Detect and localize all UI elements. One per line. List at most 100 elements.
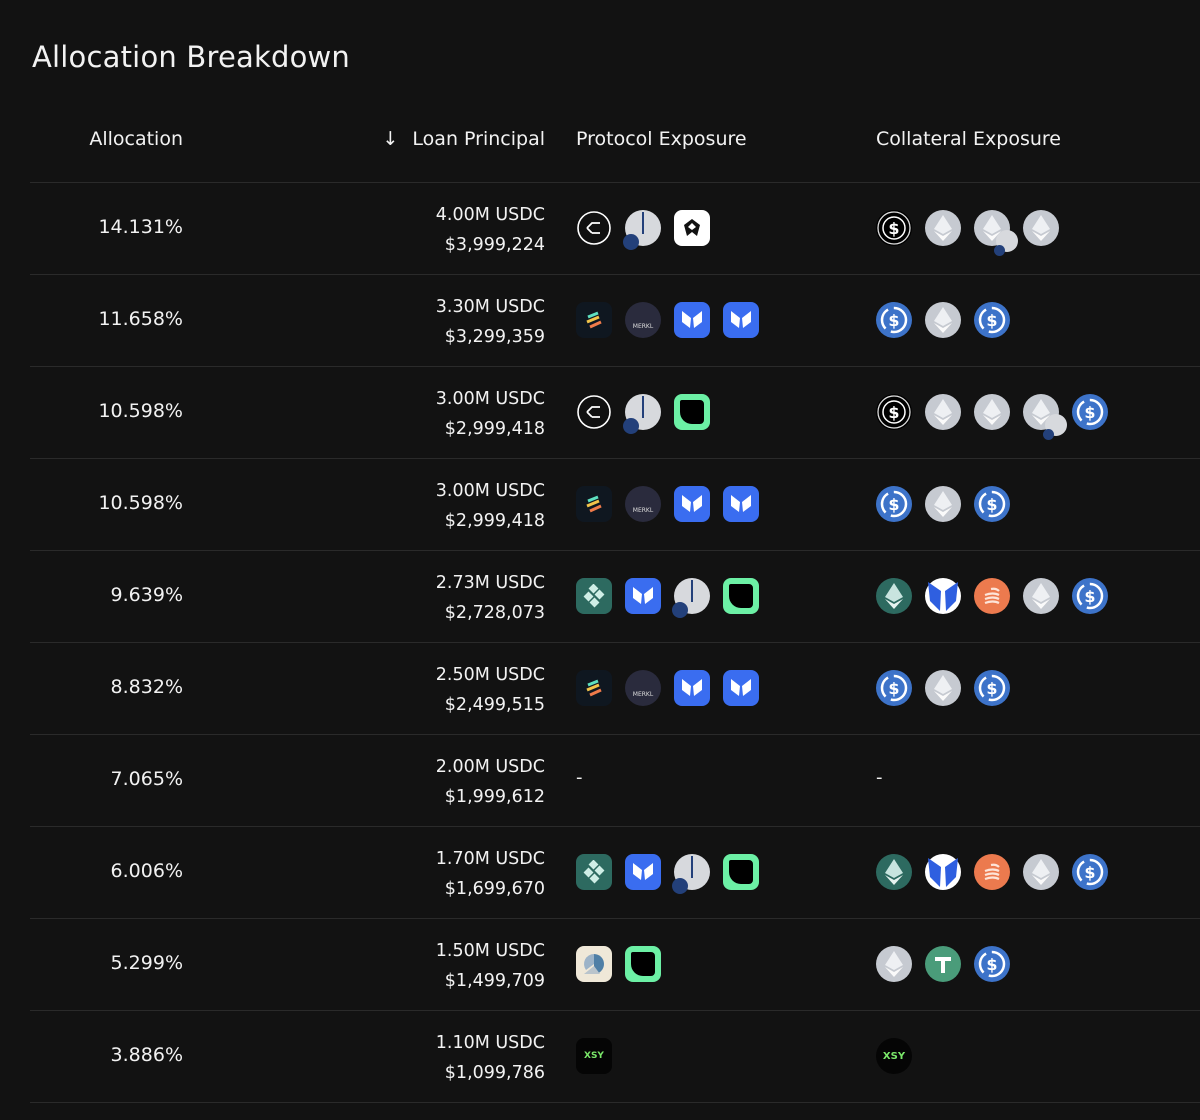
euler-icon[interactable] <box>576 210 612 246</box>
usdc-icon[interactable]: $ <box>876 302 912 338</box>
teal-square-icon[interactable] <box>576 578 612 614</box>
teal-square-icon[interactable] <box>576 854 612 890</box>
usdc-icon[interactable]: $ <box>876 670 912 706</box>
stripes-icon[interactable] <box>576 670 612 706</box>
eth-teal-icon[interactable] <box>876 578 912 614</box>
loan-amount: 4.00M USDC <box>435 205 545 225</box>
table-row[interactable]: 10.598% 3.00M USDC $2,999,418 $ $ <box>30 367 1200 459</box>
morpho-icon[interactable] <box>625 854 661 890</box>
usdt-icon[interactable] <box>925 946 961 982</box>
gem-icon[interactable] <box>674 210 710 246</box>
usds-icon[interactable]: $ <box>876 210 912 246</box>
eth-icon[interactable] <box>1023 578 1059 614</box>
xsy-square-icon[interactable]: XSY <box>576 1038 612 1074</box>
usdc-icon[interactable]: $ <box>1072 854 1108 890</box>
morpho-icon[interactable] <box>674 486 710 522</box>
morpho-icon[interactable] <box>625 578 661 614</box>
loan-principal: 1.10M USDC $1,099,786 <box>436 1028 545 1088</box>
loan-usd-value: $1,099,786 <box>444 1063 545 1083</box>
column-header-collateral-exposure[interactable]: Collateral Exposure <box>876 128 1061 150</box>
eth-teal-icon[interactable] <box>876 854 912 890</box>
morpho-icon[interactable] <box>723 670 759 706</box>
loan-amount: 3.00M USDC <box>435 389 545 409</box>
usdc-icon[interactable]: $ <box>1072 394 1108 430</box>
usdc-icon[interactable]: $ <box>974 302 1010 338</box>
eth-icon[interactable] <box>925 210 961 246</box>
table-row[interactable]: 14.131% 4.00M USDC $3,999,224 $ <box>30 183 1200 275</box>
eth-icon[interactable] <box>1023 210 1059 246</box>
merkl-icon[interactable]: MERKL <box>625 486 661 522</box>
table-row[interactable]: 8.832% 2.50M USDC $2,499,515 MERKL $ $ <box>30 643 1200 735</box>
loan-principal: 2.00M USDC $1,999,612 <box>436 752 545 812</box>
table-row[interactable]: 7.065% 2.00M USDC $1,999,612 - - <box>30 735 1200 827</box>
morpho-circle-icon[interactable] <box>925 854 961 890</box>
green-square-icon[interactable] <box>723 578 759 614</box>
xsy-circle-icon[interactable]: XSY <box>876 1038 912 1074</box>
svg-text:$: $ <box>1084 863 1095 882</box>
eth-pie-icon[interactable] <box>974 210 1018 256</box>
eth-icon[interactable] <box>925 302 961 338</box>
protocol-exposure: MERKL <box>576 486 759 522</box>
morpho-icon[interactable] <box>723 486 759 522</box>
green-square-icon[interactable] <box>625 946 661 982</box>
loan-principal: 2.73M USDC $2,728,073 <box>436 568 545 628</box>
svg-text:$: $ <box>986 495 997 514</box>
morpho-icon[interactable] <box>723 302 759 338</box>
protocol-exposure: MERKL <box>576 670 759 706</box>
morpho-circle-icon[interactable] <box>925 578 961 614</box>
usdc-icon[interactable]: $ <box>1072 578 1108 614</box>
merkl-icon[interactable]: MERKL <box>625 302 661 338</box>
protocol-exposure <box>576 210 710 250</box>
eth-icon[interactable] <box>876 946 912 982</box>
table-row[interactable]: 5.299% 1.50M USDC $1,499,709 $ <box>30 919 1200 1011</box>
eth-icon[interactable] <box>925 486 961 522</box>
protocol-exposure <box>576 946 661 982</box>
eth-icon[interactable] <box>925 670 961 706</box>
usdc-icon[interactable]: $ <box>974 670 1010 706</box>
euler-icon[interactable] <box>576 394 612 430</box>
stripes-icon[interactable] <box>576 302 612 338</box>
stripes-icon[interactable] <box>576 486 612 522</box>
collateral-exposure: $ $ <box>876 486 1010 522</box>
morpho-icon[interactable] <box>674 670 710 706</box>
column-header-allocation[interactable]: Allocation <box>89 128 183 150</box>
usds-icon[interactable]: $ <box>876 394 912 430</box>
column-header-loan-principal[interactable]: ↓ Loan Principal <box>382 128 546 150</box>
pie-icon[interactable] <box>672 578 710 618</box>
table-row[interactable]: 10.598% 3.00M USDC $2,999,418 MERKL $ $ <box>30 459 1200 551</box>
allocation-value: 3.886% <box>110 1044 183 1066</box>
pie-icon[interactable] <box>623 394 661 434</box>
chart-square-icon[interactable] <box>576 946 612 982</box>
svg-text:$: $ <box>888 219 899 238</box>
eth-icon[interactable] <box>925 394 961 430</box>
eth-icon[interactable] <box>1023 854 1059 890</box>
pie-icon[interactable] <box>672 854 710 894</box>
loan-usd-value: $2,728,073 <box>444 603 545 623</box>
table-row[interactable]: 9.639% 2.73M USDC $2,728,073 $ <box>30 551 1200 643</box>
svg-text:$: $ <box>888 495 899 514</box>
column-header-protocol-exposure[interactable]: Protocol Exposure <box>576 128 747 150</box>
orange-coin-icon[interactable] <box>974 854 1010 890</box>
pie-icon[interactable] <box>623 210 661 250</box>
loan-principal: 1.50M USDC $1,499,709 <box>436 936 545 996</box>
collateral-exposure: $ <box>876 946 1010 982</box>
merkl-icon[interactable]: MERKL <box>625 670 661 706</box>
eth-icon[interactable] <box>974 394 1010 430</box>
loan-usd-value: $2,999,418 <box>444 419 545 439</box>
table-row[interactable]: 11.658% 3.30M USDC $3,299,359 MERKL $ $ <box>30 275 1200 367</box>
page-title: Allocation Breakdown <box>32 40 351 74</box>
loan-amount: 1.10M USDC <box>435 1033 545 1053</box>
orange-coin-icon[interactable] <box>974 578 1010 614</box>
green-square-icon[interactable] <box>674 394 710 430</box>
table-row[interactable]: 6.006% 1.70M USDC $1,699,670 $ <box>30 827 1200 919</box>
eth-pie-icon[interactable] <box>1023 394 1067 440</box>
morpho-icon[interactable] <box>674 302 710 338</box>
usdc-icon[interactable]: $ <box>876 486 912 522</box>
loan-principal: 3.00M USDC $2,999,418 <box>436 476 545 536</box>
loan-usd-value: $2,499,515 <box>444 695 545 715</box>
green-square-icon[interactable] <box>723 854 759 890</box>
loan-usd-value: $1,699,670 <box>444 879 545 899</box>
table-row[interactable]: 3.886% 1.10M USDC $1,099,786 XSY XSY <box>30 1011 1200 1103</box>
usdc-icon[interactable]: $ <box>974 946 1010 982</box>
usdc-icon[interactable]: $ <box>974 486 1010 522</box>
